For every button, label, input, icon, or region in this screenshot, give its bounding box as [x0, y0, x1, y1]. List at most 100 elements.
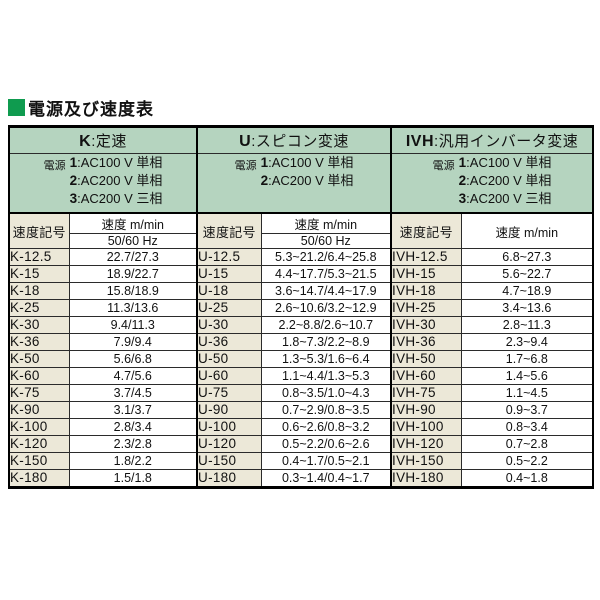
- table-row: K-15 18.9/22.7 U-15 4.4~17.7/5.3~21.5 IVH-15…: [8, 265, 594, 283]
- power-label: 電源: [432, 160, 455, 172]
- type-code: K: [79, 133, 92, 150]
- speed-value-cell: 0.5~2.2: [460, 452, 594, 470]
- speed-symbol-cell: IVH-15: [390, 265, 462, 283]
- speed-value-cell: 0.8~3.4: [460, 418, 594, 436]
- table-row: K-18 15.8/18.9 U-18 3.6~14.7/4.4~17.9 IVH-18…: [8, 282, 594, 300]
- speed-symbol-header: 速度記号: [196, 212, 262, 249]
- power-line: 3:AC200 V 三相: [458, 191, 552, 206]
- speed-value-cell: 1.8/2.2: [68, 452, 198, 470]
- speed-symbol-cell: K-100: [8, 418, 70, 436]
- speed-symbol-cell: IVH-180: [390, 469, 462, 488]
- speed-value-cell: 3.6~14.7/4.4~17.9: [260, 282, 392, 300]
- speed-symbol-cell: U-180: [196, 469, 262, 488]
- speed-value-cell: 4.7/5.6: [68, 367, 198, 385]
- speed-symbol-cell: U-120: [196, 435, 262, 453]
- speed-symbol-cell: K-50: [8, 350, 70, 368]
- speed-symbol-cell: K-30: [8, 316, 70, 334]
- section-title: 電源及び速度表: [8, 95, 154, 120]
- speed-symbol-cell: K-60: [8, 367, 70, 385]
- table-row: K-36 7.9/9.4 U-36 1.8~7.3/2.2~8.9 IVH-36 2.3~…: [8, 333, 594, 351]
- speed-value-cell: 1.3~5.3/1.6~6.4: [260, 350, 392, 368]
- power-line: 2:AC200 V 単相: [458, 173, 552, 188]
- speed-value-cell: 0.5~2.2/0.6~2.6: [260, 435, 392, 453]
- speed-symbol-cell: U-36: [196, 333, 262, 351]
- speed-symbol-header: 速度記号: [390, 212, 462, 249]
- speed-value-cell: 1.1~4.4/1.3~5.3: [260, 367, 392, 385]
- page-title: 電源及び速度表: [28, 100, 154, 119]
- speed-symbol-cell: IVH-18: [390, 282, 462, 300]
- speed-symbol-cell: K-150: [8, 452, 70, 470]
- speed-symbol-cell: K-90: [8, 401, 70, 419]
- speed-value-cell: 0.4~1.8: [460, 469, 594, 488]
- speed-value-cell: 0.6~2.6/0.8~3.2: [260, 418, 392, 436]
- hz-header: 50/60 Hz: [260, 233, 392, 249]
- speed-unit-header: 速度 m/min: [260, 212, 392, 234]
- table-row: K-100 2.8/3.4 U-100 0.6~2.6/0.8~3.2 IVH-100 0…: [8, 418, 594, 436]
- speed-value-cell: 3.4~13.6: [460, 299, 594, 317]
- power-line: 1:AC100 V 単相: [69, 155, 163, 170]
- table-row: K-12.5 22.7/27.3 U-12.5 5.3~21.2/6.4~25.8 IV…: [8, 248, 594, 266]
- speed-symbol-cell: K-18: [8, 282, 70, 300]
- speed-symbol-cell: K-36: [8, 333, 70, 351]
- speed-value-cell: 3.7/4.5: [68, 384, 198, 402]
- power-line: 2:AC200 V 単相: [69, 173, 163, 188]
- speed-symbol-cell: K-180: [8, 469, 70, 488]
- type-label: :スピコン変速: [251, 133, 349, 150]
- type-code: IVH: [405, 133, 435, 150]
- speed-value-cell: 0.4~1.7/0.5~2.1: [260, 452, 392, 470]
- speed-symbol-cell: IVH-30: [390, 316, 462, 334]
- speed-header-row-1: 速度記号 速度 m/min 速度記号 速度 m/min 速度記号 速度 m/mi…: [8, 212, 594, 249]
- type-code: U: [239, 133, 252, 150]
- speed-value-cell: 0.7~2.9/0.8~3.5: [260, 401, 392, 419]
- speed-symbol-cell: K-25: [8, 299, 70, 317]
- green-square-icon: [8, 99, 25, 116]
- table-row: K-50 5.6/6.8 U-50 1.3~5.3/1.6~6.4 IVH-50 1.7~…: [8, 350, 594, 368]
- type-header-u: U:スピコン変速: [196, 126, 392, 154]
- power-info-row: 電源 1:AC100 V 単相 2:AC200 V 単相 3:AC200 V 三…: [8, 153, 594, 214]
- speed-symbol-cell: U-60: [196, 367, 262, 385]
- speed-value-cell: 22.7/27.3: [68, 248, 198, 266]
- speed-value-cell: 1.5/1.8: [68, 469, 198, 488]
- power-label: 電源: [43, 160, 66, 172]
- speed-value-cell: 1.8~7.3/2.2~8.9: [260, 333, 392, 351]
- speed-value-cell: 0.7~2.8: [460, 435, 594, 453]
- type-label: :汎用インバータ変速: [434, 133, 579, 150]
- power-line: 2:AC200 V 単相: [260, 173, 354, 188]
- speed-symbol-cell: U-15: [196, 265, 262, 283]
- speed-value-cell: 1.4~5.6: [460, 367, 594, 385]
- speed-symbol-cell: U-90: [196, 401, 262, 419]
- speed-value-cell: 4.4~17.7/5.3~21.5: [260, 265, 392, 283]
- speed-value-cell: 1.1~4.5: [460, 384, 594, 402]
- speed-symbol-cell: U-18: [196, 282, 262, 300]
- table-row: K-150 1.8/2.2 U-150 0.4~1.7/0.5~2.1 IVH-150 0…: [8, 452, 594, 470]
- table-row: K-120 2.3/2.8 U-120 0.5~2.2/0.6~2.6 IVH-120 0…: [8, 435, 594, 453]
- speed-value-cell: 2.8/3.4: [68, 418, 198, 436]
- speed-symbol-cell: IVH-150: [390, 452, 462, 470]
- table-row: K-25 11.3/13.6 U-25 2.6~10.6/3.2~12.9 IVH-25…: [8, 299, 594, 317]
- power-info-k: 電源 1:AC100 V 単相 2:AC200 V 単相 3:AC200 V 三…: [8, 153, 198, 214]
- speed-value-cell: 2.3/2.8: [68, 435, 198, 453]
- table-row: K-180 1.5/1.8 U-180 0.3~1.4/0.4~1.7 IVH-180 0…: [8, 469, 594, 488]
- speed-symbol-cell: IVH-100: [390, 418, 462, 436]
- speed-symbol-cell: IVH-50: [390, 350, 462, 368]
- speed-value-cell: 9.4/11.3: [68, 316, 198, 334]
- speed-symbol-cell: K-75: [8, 384, 70, 402]
- speed-value-cell: 5.3~21.2/6.4~25.8: [260, 248, 392, 266]
- speed-value-cell: 5.6~22.7: [460, 265, 594, 283]
- power-line: 1:AC100 V 単相: [260, 155, 354, 170]
- power-info-ivh: 電源 1:AC100 V 単相 2:AC200 V 単相 3:AC200 V 三…: [390, 153, 594, 214]
- speed-value-cell: 0.3~1.4/0.4~1.7: [260, 469, 392, 488]
- speed-symbol-cell: IVH-90: [390, 401, 462, 419]
- speed-value-cell: 4.7~18.9: [460, 282, 594, 300]
- speed-symbol-cell: K-120: [8, 435, 70, 453]
- speed-symbol-cell: IVH-36: [390, 333, 462, 351]
- speed-symbol-cell: IVH-12.5: [390, 248, 462, 266]
- speed-symbol-cell: U-30: [196, 316, 262, 334]
- speed-value-cell: 0.8~3.5/1.0~4.3: [260, 384, 392, 402]
- speed-value-cell: 6.8~27.3: [460, 248, 594, 266]
- table-row: K-60 4.7/5.6 U-60 1.1~4.4/1.3~5.3 IVH-60 1.4~…: [8, 367, 594, 385]
- power-info-u: 電源 1:AC100 V 単相 2:AC200 V 単相: [196, 153, 392, 214]
- power-line: 1:AC100 V 単相: [458, 155, 552, 170]
- speed-value-cell: 18.9/22.7: [68, 265, 198, 283]
